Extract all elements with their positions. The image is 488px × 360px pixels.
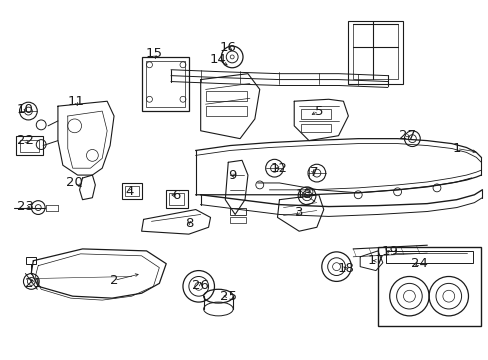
Bar	[347, 21, 402, 85]
Text: 26: 26	[192, 279, 209, 292]
Bar	[301, 109, 330, 119]
Text: 9: 9	[227, 168, 236, 181]
Bar	[205, 91, 246, 101]
Text: 10: 10	[17, 103, 34, 116]
Text: 11: 11	[67, 95, 84, 108]
Text: 16: 16	[220, 41, 236, 54]
Text: 6: 6	[172, 189, 180, 202]
Bar	[142, 57, 188, 111]
Text: 5: 5	[314, 105, 323, 118]
Bar	[169, 193, 183, 204]
Text: 2: 2	[110, 274, 118, 287]
Bar	[230, 208, 245, 215]
Bar	[124, 186, 139, 196]
Text: 27: 27	[398, 129, 415, 142]
Text: 18: 18	[337, 262, 354, 275]
Text: 4: 4	[125, 185, 134, 198]
Text: 22: 22	[17, 134, 34, 147]
Bar	[16, 136, 43, 156]
Bar	[385, 251, 472, 263]
Text: 20: 20	[66, 176, 83, 189]
Text: 19: 19	[381, 246, 397, 258]
Bar	[145, 61, 184, 107]
Bar	[122, 183, 142, 199]
Text: 15: 15	[145, 48, 163, 60]
Text: 25: 25	[219, 290, 236, 303]
Text: 23: 23	[17, 200, 34, 213]
Text: 12: 12	[270, 162, 287, 175]
Text: 21: 21	[25, 277, 42, 290]
Bar	[26, 257, 36, 264]
Text: 1: 1	[451, 142, 460, 155]
Text: 3: 3	[294, 206, 303, 219]
Text: 14: 14	[209, 53, 226, 66]
Bar	[230, 217, 245, 223]
Text: 13: 13	[295, 188, 312, 201]
Text: 8: 8	[184, 217, 193, 230]
Bar	[205, 106, 246, 116]
Bar	[352, 24, 397, 78]
Bar	[166, 190, 187, 208]
Bar	[377, 247, 480, 326]
Text: 17: 17	[366, 254, 384, 267]
Text: 7: 7	[309, 166, 318, 179]
Text: 24: 24	[410, 257, 427, 270]
Bar	[301, 124, 330, 132]
Bar	[20, 140, 39, 152]
